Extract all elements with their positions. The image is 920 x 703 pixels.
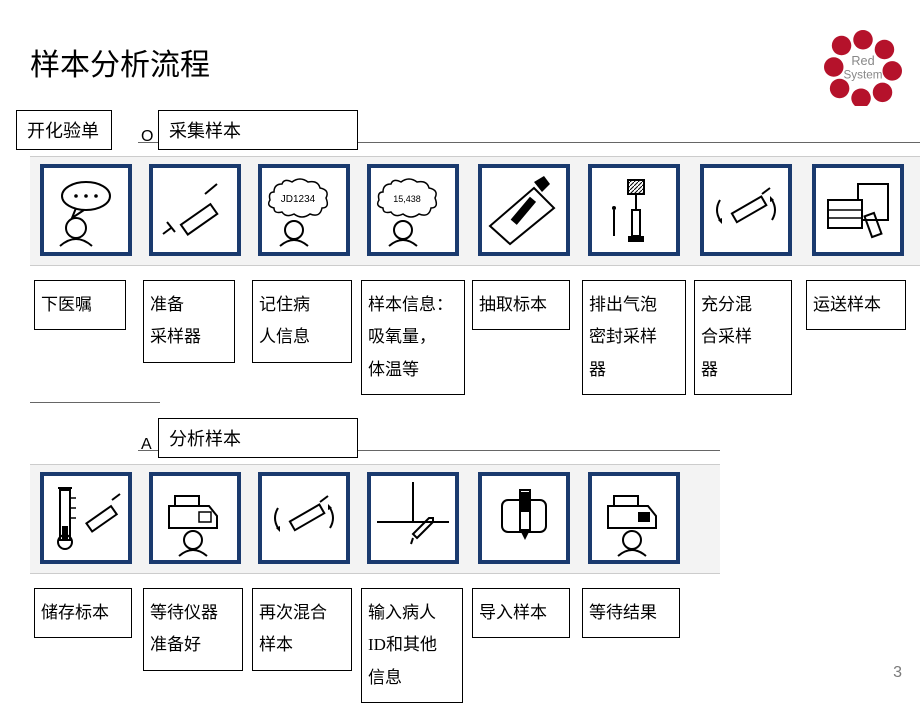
- row-marker: A: [141, 436, 152, 454]
- step-icon-store: [40, 472, 132, 564]
- logo-text-1: Red: [851, 54, 874, 68]
- step-label: 等待仪器准备好: [143, 588, 243, 671]
- step-icon-expel: [588, 164, 680, 256]
- step-label: 运送样本: [806, 280, 906, 330]
- divider-line: [30, 402, 160, 403]
- page-number: 3: [893, 664, 902, 682]
- step-label: 准备采样器: [143, 280, 235, 363]
- section-label: 采集样本: [158, 110, 358, 150]
- step-icon-think-num: [367, 164, 459, 256]
- step-label: 记住病人信息: [252, 280, 352, 363]
- section-label: 开化验单: [16, 110, 112, 150]
- step-icon-speak: [40, 164, 132, 256]
- page-title: 样本分析流程: [30, 40, 210, 84]
- step-icon-mix: [700, 164, 792, 256]
- step-icon-transport: [812, 164, 904, 256]
- step-label: 储存标本: [34, 588, 132, 638]
- step-label: 样本信息：吸氧量，体温等: [361, 280, 465, 395]
- step-label: 等待结果: [582, 588, 680, 638]
- step-label: 输入病人ID和其他信息: [361, 588, 463, 703]
- step-icon-input: [367, 472, 459, 564]
- step-label: 下医嘱: [34, 280, 126, 330]
- step-icon-syringe: [149, 164, 241, 256]
- row-marker: O: [141, 128, 153, 146]
- step-icon-think-id: [258, 164, 350, 256]
- step-label: 抽取标本: [472, 280, 570, 330]
- step-icon-insert: [478, 472, 570, 564]
- brand-logo: Red System: [824, 28, 902, 106]
- step-icon-draw-blood: [478, 164, 570, 256]
- logo-text-2: System: [844, 69, 883, 82]
- step-icon-mix: [258, 472, 350, 564]
- section-label: 分析样本: [158, 418, 358, 458]
- step-icon-analyzer-result: [588, 472, 680, 564]
- step-label: 再次混合样本: [252, 588, 352, 671]
- step-label: 充分混合采样器: [694, 280, 792, 395]
- step-label: 导入样本: [472, 588, 570, 638]
- step-label: 排出气泡密封采样器: [582, 280, 686, 395]
- step-icon-analyzer-wait: [149, 472, 241, 564]
